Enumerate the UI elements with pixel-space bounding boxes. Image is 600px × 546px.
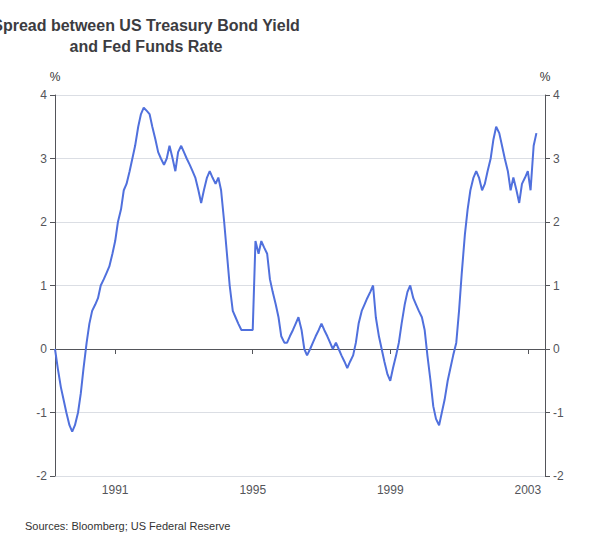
svg-text:1995: 1995 xyxy=(239,483,266,497)
svg-text:3: 3 xyxy=(553,152,560,166)
svg-text:4: 4 xyxy=(553,88,560,102)
svg-text:1: 1 xyxy=(40,279,47,293)
svg-text:-1: -1 xyxy=(553,406,564,420)
svg-text:1: 1 xyxy=(553,279,560,293)
svg-text:%: % xyxy=(50,70,61,84)
svg-text:-1: -1 xyxy=(36,406,47,420)
svg-text:2: 2 xyxy=(553,215,560,229)
svg-text:-2: -2 xyxy=(553,469,564,483)
svg-text:2: 2 xyxy=(40,215,47,229)
svg-text:and Fed Funds Rate: and Fed Funds Rate xyxy=(70,38,223,55)
svg-text:Spread between US Treasury Bon: Spread between US Treasury Bond Yield xyxy=(0,17,300,34)
svg-text:%: % xyxy=(540,70,551,84)
svg-text:3: 3 xyxy=(40,152,47,166)
svg-text:2003: 2003 xyxy=(514,483,541,497)
svg-text:0: 0 xyxy=(553,342,560,356)
svg-text:1999: 1999 xyxy=(377,483,404,497)
svg-text:-2: -2 xyxy=(36,469,47,483)
svg-text:0: 0 xyxy=(40,342,47,356)
svg-text:4: 4 xyxy=(40,88,47,102)
svg-text:1991: 1991 xyxy=(102,483,129,497)
svg-text:Sources: Bloomberg; US Federal: Sources: Bloomberg; US Federal Reserve xyxy=(25,520,230,532)
